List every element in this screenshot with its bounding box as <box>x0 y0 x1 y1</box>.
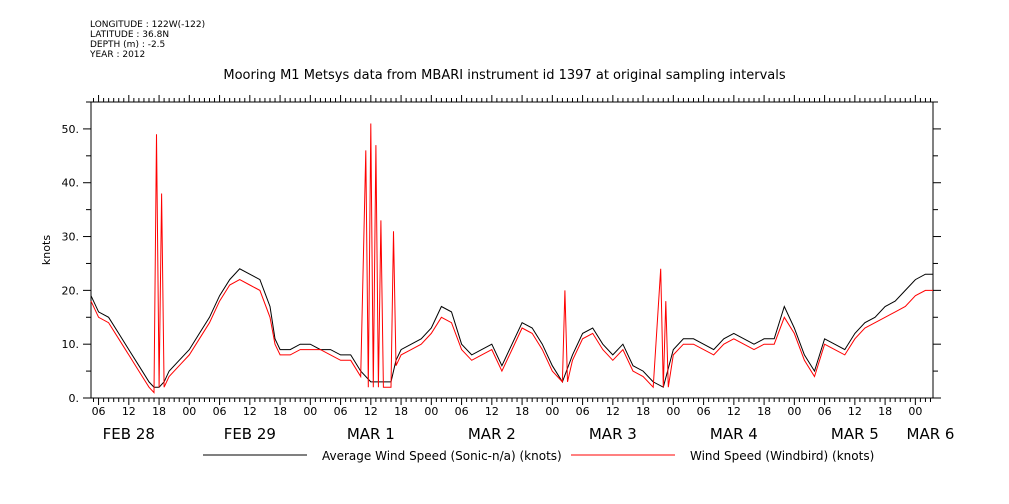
x-hour-label: 18 <box>515 405 529 418</box>
year-text: YEAR : 2012 <box>90 50 146 60</box>
x-hour-label: 06 <box>334 405 348 418</box>
chart-title: Mooring M1 Metsys data from MBARI instru… <box>223 68 786 83</box>
x-hour-label: 06 <box>697 405 711 418</box>
x-hour-label: 12 <box>243 405 257 418</box>
x-day-label: MAR 2 <box>468 425 516 443</box>
x-hour-label: 06 <box>92 405 106 418</box>
x-day-label: MAR 5 <box>831 425 879 443</box>
x-hour-label: 12 <box>848 405 862 418</box>
y-axis-label: knots <box>40 235 53 265</box>
x-hour-label: 06 <box>455 405 469 418</box>
metadata-block: LONGITUDE : 122W(-122) LATITUDE : 36.8N … <box>90 20 205 60</box>
x-hour-label: 00 <box>303 405 317 418</box>
x-hour-label: 00 <box>908 405 922 418</box>
y-tick-label: 50. <box>62 123 80 136</box>
x-hour-label: 00 <box>666 405 680 418</box>
x-hour-label: 06 <box>576 405 590 418</box>
y-tick-label: 20. <box>62 284 80 297</box>
legend-label-sonic: Average Wind Speed (Sonic-n/a) (knots) <box>322 449 562 463</box>
x-day-label: MAR 6 <box>907 425 955 443</box>
series-line-sonic <box>90 268 933 388</box>
x-hour-label: 18 <box>394 405 408 418</box>
x-hour-label: 00 <box>545 405 559 418</box>
x-day-label: MAR 1 <box>347 425 395 443</box>
x-day-label: MAR 4 <box>710 425 758 443</box>
x-hour-label: 12 <box>485 405 499 418</box>
x-hour-label: 06 <box>818 405 832 418</box>
x-day-label: FEB 29 <box>224 425 276 443</box>
x-hour-label: 18 <box>878 405 892 418</box>
x-hour-label: 00 <box>424 405 438 418</box>
longitude-text: LONGITUDE : 122W(-122) <box>90 20 206 30</box>
x-hour-label: 12 <box>122 405 136 418</box>
x-hour-label: 12 <box>727 405 741 418</box>
x-hour-label: 12 <box>606 405 620 418</box>
x-hour-label: 06 <box>213 405 227 418</box>
latitude-text: LATITUDE : 36.8N <box>90 30 170 40</box>
x-hour-label: 18 <box>273 405 287 418</box>
legend-label-windbird: Wind Speed (Windbird) (knots) <box>690 449 874 463</box>
plot-frame <box>90 101 934 399</box>
y-tick-label: 0. <box>69 392 80 405</box>
x-hour-label: 00 <box>182 405 196 418</box>
x-hour-label: 12 <box>364 405 378 418</box>
x-day-label: MAR 3 <box>589 425 637 443</box>
x-day-label: FEB 28 <box>103 425 155 443</box>
depth-text: DEPTH (m) : -2.5 <box>90 40 166 50</box>
y-tick-label: 10. <box>62 338 80 351</box>
x-hour-label: 18 <box>152 405 166 418</box>
y-tick-label: 40. <box>62 177 80 190</box>
x-hour-label: 18 <box>757 405 771 418</box>
series-line-windbird <box>90 123 933 394</box>
y-tick-label: 30. <box>62 231 80 244</box>
x-hour-label: 18 <box>636 405 650 418</box>
x-hour-label: 00 <box>787 405 801 418</box>
